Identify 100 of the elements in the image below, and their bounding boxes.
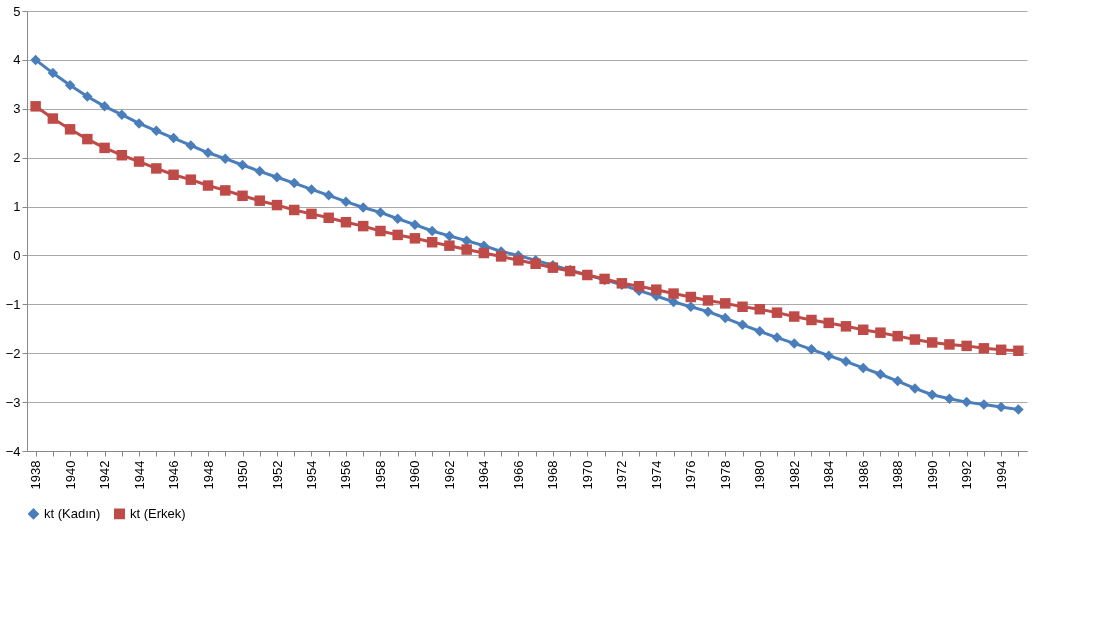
point [116, 149, 128, 161]
x-tick-label: 1984 [821, 460, 837, 490]
x-tick-label: 1960 [407, 460, 423, 490]
point [754, 303, 765, 315]
point [99, 101, 110, 112]
point [857, 362, 869, 374]
point [151, 125, 162, 137]
point [737, 301, 748, 313]
point [892, 330, 903, 342]
y-tick-label: 0 [13, 247, 21, 263]
point [289, 204, 300, 216]
point [857, 324, 869, 335]
point [202, 147, 214, 159]
point [840, 321, 852, 332]
x-tick-label: 1956 [338, 460, 354, 490]
point [909, 334, 921, 345]
y-tick-label: 2 [13, 150, 21, 166]
point [30, 54, 41, 66]
point [82, 91, 93, 102]
point [840, 356, 852, 367]
point [375, 225, 386, 237]
point [357, 202, 369, 213]
point [461, 244, 472, 255]
point [254, 195, 265, 206]
y-tick-label: 1 [13, 199, 21, 215]
point [133, 118, 145, 129]
point [702, 295, 714, 306]
x-tick-label: 1970 [579, 460, 595, 490]
y-tick-label: −4 [5, 443, 21, 459]
x-tick-label: 1946 [166, 460, 182, 490]
point [47, 67, 59, 79]
point [392, 213, 403, 225]
x-tick-label: 1958 [372, 460, 388, 490]
point [909, 383, 921, 394]
x-tick-label: 1966 [510, 460, 526, 490]
x-tick-label: 1980 [752, 460, 768, 490]
x-tick-label: 1974 [648, 460, 664, 490]
point [926, 389, 938, 401]
x-tick-label: 1978 [717, 460, 733, 490]
point [254, 166, 265, 177]
point [685, 291, 697, 303]
point [185, 174, 197, 185]
point [978, 343, 990, 354]
point [961, 396, 972, 408]
point [995, 344, 1007, 356]
point [185, 140, 197, 151]
point [271, 199, 283, 211]
point [771, 332, 783, 343]
y-tick-label: 3 [13, 101, 21, 117]
x-tick-label: 1990 [924, 460, 940, 490]
point [806, 344, 817, 355]
point [754, 325, 765, 337]
point [789, 338, 800, 349]
x-tick-label: 1938 [28, 460, 44, 490]
point [426, 225, 438, 237]
point [220, 185, 231, 196]
x-tick-label: 1994 [993, 460, 1009, 490]
x-tick-label: 1992 [959, 460, 975, 490]
point [737, 319, 748, 331]
x-tick-label: 1986 [855, 460, 871, 490]
point [978, 399, 990, 410]
point [237, 190, 248, 202]
x-tick-label: 1950 [235, 460, 251, 490]
x-tick-label: 1944 [131, 460, 147, 490]
y-tick-label: 5 [13, 3, 21, 19]
point [168, 132, 179, 144]
point [30, 101, 41, 112]
point [289, 177, 300, 189]
point [720, 312, 731, 324]
point [323, 190, 334, 201]
point [875, 369, 886, 380]
x-tick-label: 1962 [441, 460, 457, 490]
x-tick-label: 1988 [890, 460, 906, 490]
point [806, 314, 817, 326]
point [306, 208, 317, 220]
legend-label: kt (Kadın) [44, 505, 101, 521]
point [409, 233, 421, 244]
y-tick-label: 4 [13, 52, 21, 68]
point [702, 306, 714, 317]
x-tick-label: 1976 [683, 460, 699, 490]
point [151, 163, 162, 174]
point [892, 375, 903, 387]
point [220, 153, 231, 164]
point [995, 401, 1007, 413]
point [426, 237, 438, 248]
point [340, 216, 352, 228]
point [323, 212, 334, 224]
point [237, 159, 248, 171]
point [961, 340, 972, 352]
point [116, 109, 128, 120]
x-tick-label: 1948 [200, 460, 216, 490]
point [306, 184, 317, 195]
point [99, 142, 110, 154]
y-tick-label: −1 [5, 296, 21, 312]
point [944, 339, 955, 350]
point [444, 240, 455, 251]
point [202, 180, 214, 191]
point [168, 169, 179, 181]
x-tick-label: 1952 [269, 460, 285, 490]
point [133, 156, 145, 167]
